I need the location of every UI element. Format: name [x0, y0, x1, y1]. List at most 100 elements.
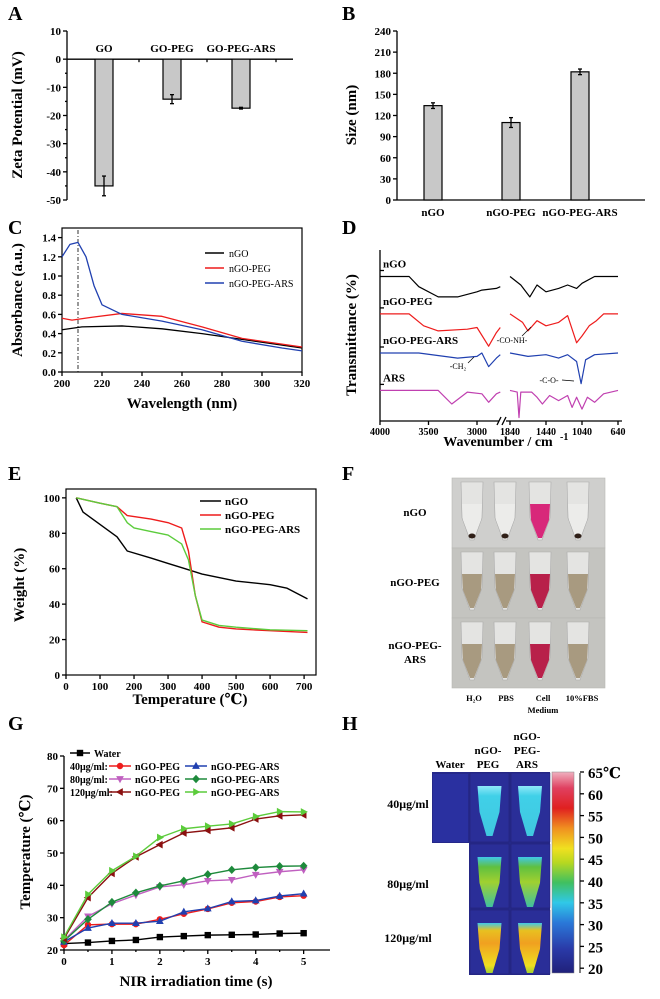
f-tube-liquid [568, 644, 588, 678]
panel-letter-A: A [8, 3, 23, 25]
d-xtick-label: 3000 [467, 427, 487, 438]
e-xtick-label: 500 [228, 681, 245, 693]
c-ytick-label: 0.0 [42, 367, 56, 379]
g-ytick-label: 50 [47, 848, 59, 860]
g-data-point-square [156, 933, 164, 941]
g-legend-label: Water [94, 749, 121, 760]
c-xtick-label: 240 [134, 378, 151, 390]
b-category-label: nGO-PEG [486, 207, 536, 219]
g-data-point-triangle-right [157, 833, 165, 842]
c-ytick-label: 0.2 [42, 348, 56, 360]
panel-letter-E: E [8, 463, 21, 485]
d-annotation-ch2: -CH₂ [450, 362, 467, 371]
g-data-point-triangle-left [203, 826, 211, 835]
g-data-point-triangle-right [133, 852, 141, 861]
c-ytick-label: 0.4 [42, 329, 56, 341]
g-data-point-square [204, 931, 211, 939]
a-bar [231, 58, 251, 109]
panel-letter-D: D [342, 217, 356, 239]
e-ytick-label: 20 [49, 635, 61, 647]
e-legend-label: nGO [225, 496, 249, 508]
a-ytick-label: -50 [46, 195, 61, 207]
a-category-label: GO-PEG [150, 43, 194, 55]
a-ytick-label: 0 [56, 54, 62, 66]
panel-letter-C: C [8, 217, 22, 239]
h-colorbar-label: 55 [588, 810, 603, 826]
a-bar [94, 58, 114, 187]
d-axis-break-mark [496, 416, 502, 426]
f-tube-liquid [495, 504, 515, 538]
g-data-point-square [84, 939, 92, 946]
h-colorbar-label: 50 [588, 831, 603, 847]
h-colorbar-label: 40 [588, 875, 603, 891]
g-data-point-triangle-down [251, 871, 260, 879]
h-row-label: 80μg/ml [387, 877, 429, 891]
h-thermal-tube [477, 857, 502, 907]
h-column-label: ARS [516, 759, 538, 771]
h-thermal-tube [518, 857, 542, 907]
g-data-point-triangle-up [203, 904, 212, 912]
d-annotation-c-o: -C-O- [539, 376, 558, 385]
b-ytick-label: 150 [375, 89, 392, 101]
d-annotation-arrow [467, 356, 475, 364]
g-data-point-triangle-up [275, 891, 284, 899]
g-data-point-square [180, 932, 188, 940]
g-data-point-triangle-up [108, 918, 116, 926]
f-tube-liquid [568, 574, 588, 608]
e-xtick-label: 300 [160, 681, 177, 693]
d-xtick-label: 1040 [572, 427, 592, 438]
f-tube-liquid [462, 574, 482, 608]
g-ytick-label: 60 [47, 816, 59, 828]
h-colorbar-label: 45 [588, 853, 603, 869]
g-data-point-triangle-right [276, 807, 284, 816]
h-column-label: nGO- [475, 745, 502, 757]
c-series-line-nGO [61, 325, 303, 349]
g-legend-marker [192, 761, 200, 769]
d-xtick-label: 1840 [500, 427, 520, 438]
g-data-point-diamond [155, 881, 164, 891]
f-sediment [501, 533, 509, 539]
a-ytick-label: -40 [46, 167, 61, 179]
e-xtick-label: 600 [262, 681, 279, 693]
f-tube-liquid [530, 574, 550, 608]
g-data-point-triangle-right [228, 820, 236, 828]
e-xtick-label: 100 [92, 681, 109, 693]
h-row-label: 120μg/ml [384, 931, 432, 945]
g-legend-group-label: 80μg/ml: [70, 775, 108, 786]
f-column-label: Medium [528, 705, 559, 715]
g-data-point-triangle-right [109, 866, 117, 875]
h-thermal-tube [477, 786, 502, 836]
a-category-label: GO [95, 43, 113, 55]
g-legend-label: nGO-PEG [135, 762, 180, 773]
h-colorbar-label: 30 [588, 919, 603, 935]
g-data-point-triangle-right [204, 822, 213, 831]
e-ytick-label: 40 [49, 599, 61, 611]
c-xtick-label: 280 [214, 378, 231, 390]
g-ytick-label: 30 [47, 913, 59, 925]
b-ytick-label: 180 [375, 68, 392, 80]
d-spectrum-nGO-PEG [509, 313, 618, 344]
e-series-line-nGO-PEG-ARS [76, 497, 308, 632]
f-tube-liquid [530, 504, 550, 538]
g-data-point-triangle-up [299, 889, 308, 897]
g-ytick-label: 20 [47, 945, 59, 957]
g-data-point-triangle-right [61, 933, 69, 941]
b-ytick-label: 120 [375, 111, 392, 123]
c-ytick-label: 0.8 [42, 290, 56, 302]
b-category-label: nGO [421, 207, 445, 219]
g-legend-label: nGO-PEG-ARS [211, 762, 280, 773]
f-row-label: nGO-PEG- [388, 640, 442, 652]
d-spectrum-ARS [380, 389, 501, 405]
d-xtick-label: 3500 [419, 427, 439, 438]
c-xtick-label: 320 [294, 378, 311, 390]
g-data-point-diamond [179, 876, 188, 886]
e-plot-frame [65, 488, 317, 676]
g-xtick-label: 2 [157, 956, 163, 968]
c-ytick-label: 1.2 [42, 252, 56, 264]
g-data-point-diamond [227, 865, 236, 875]
e-legend-label: nGO-PEG-ARS [225, 524, 300, 536]
f-tube-liquid [530, 644, 550, 678]
g-xtick-label: 1 [109, 956, 115, 968]
g-ylabel: Temperature (℃) [18, 794, 34, 909]
